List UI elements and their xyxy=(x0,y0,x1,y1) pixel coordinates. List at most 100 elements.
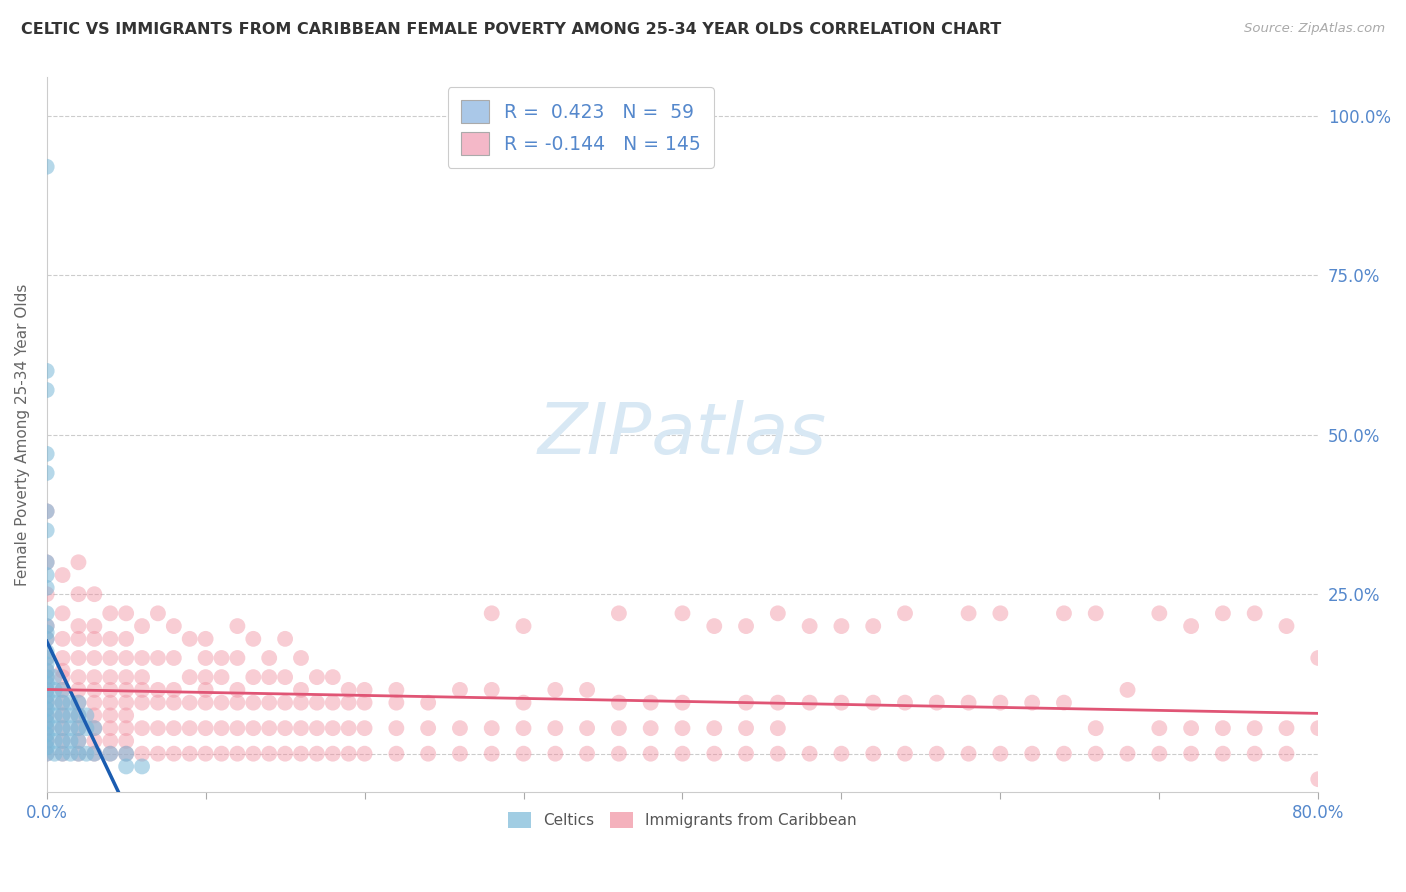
Point xyxy=(35,651,58,665)
Point xyxy=(640,747,662,761)
Point xyxy=(290,747,312,761)
Point xyxy=(115,670,138,684)
Point xyxy=(35,383,58,397)
Point xyxy=(83,708,105,723)
Point xyxy=(98,607,121,621)
Point xyxy=(51,721,73,735)
Point xyxy=(163,619,186,633)
Point xyxy=(1149,607,1171,621)
Point xyxy=(449,747,471,761)
Point xyxy=(766,747,789,761)
Point xyxy=(257,696,280,710)
Point xyxy=(512,696,534,710)
Point xyxy=(990,696,1012,710)
Point xyxy=(305,721,328,735)
Point xyxy=(322,721,344,735)
Point xyxy=(512,721,534,735)
Point xyxy=(1243,747,1265,761)
Point xyxy=(576,721,599,735)
Point xyxy=(607,721,630,735)
Point xyxy=(35,568,58,582)
Point xyxy=(35,664,58,678)
Point xyxy=(98,682,121,697)
Point xyxy=(544,682,567,697)
Point xyxy=(35,721,58,735)
Point xyxy=(131,670,153,684)
Point xyxy=(35,587,58,601)
Point xyxy=(35,721,58,735)
Point xyxy=(35,504,58,518)
Point xyxy=(179,721,201,735)
Point xyxy=(83,587,105,601)
Point xyxy=(115,632,138,646)
Point xyxy=(226,682,249,697)
Point xyxy=(67,708,90,723)
Point xyxy=(131,759,153,773)
Point xyxy=(146,747,169,761)
Point xyxy=(1021,696,1043,710)
Point xyxy=(115,607,138,621)
Point xyxy=(226,619,249,633)
Point xyxy=(59,747,82,761)
Point xyxy=(257,721,280,735)
Point xyxy=(194,696,217,710)
Point xyxy=(35,682,58,697)
Y-axis label: Female Poverty Among 25-34 Year Olds: Female Poverty Among 25-34 Year Olds xyxy=(15,284,30,586)
Point xyxy=(98,670,121,684)
Point xyxy=(115,759,138,773)
Point xyxy=(115,734,138,748)
Point xyxy=(115,747,138,761)
Point xyxy=(163,682,186,697)
Text: ZIPatlas: ZIPatlas xyxy=(538,401,827,469)
Point xyxy=(1084,607,1107,621)
Point xyxy=(957,747,980,761)
Point xyxy=(1275,619,1298,633)
Point xyxy=(51,651,73,665)
Point xyxy=(44,747,66,761)
Point xyxy=(512,747,534,761)
Point xyxy=(67,555,90,569)
Point xyxy=(35,734,58,748)
Point xyxy=(67,696,90,710)
Point xyxy=(35,734,58,748)
Point xyxy=(98,632,121,646)
Point xyxy=(242,632,264,646)
Point xyxy=(1053,696,1076,710)
Point xyxy=(671,747,693,761)
Point xyxy=(242,747,264,761)
Point xyxy=(35,632,58,646)
Point xyxy=(305,670,328,684)
Point xyxy=(576,747,599,761)
Point xyxy=(115,696,138,710)
Text: CELTIC VS IMMIGRANTS FROM CARIBBEAN FEMALE POVERTY AMONG 25-34 YEAR OLDS CORRELA: CELTIC VS IMMIGRANTS FROM CARIBBEAN FEMA… xyxy=(21,22,1001,37)
Point xyxy=(51,747,73,761)
Point xyxy=(1116,682,1139,697)
Point xyxy=(146,651,169,665)
Point xyxy=(799,747,821,761)
Point xyxy=(481,607,503,621)
Point xyxy=(449,721,471,735)
Point xyxy=(51,708,73,723)
Point xyxy=(35,619,58,633)
Point xyxy=(163,747,186,761)
Point xyxy=(1308,651,1330,665)
Point xyxy=(75,747,97,761)
Point xyxy=(179,696,201,710)
Point xyxy=(194,651,217,665)
Point xyxy=(179,747,201,761)
Point xyxy=(290,721,312,735)
Point xyxy=(274,670,297,684)
Point xyxy=(607,607,630,621)
Point xyxy=(385,682,408,697)
Point xyxy=(1275,721,1298,735)
Point xyxy=(115,682,138,697)
Point xyxy=(862,747,884,761)
Point xyxy=(83,747,105,761)
Point xyxy=(242,670,264,684)
Point xyxy=(290,651,312,665)
Point xyxy=(799,696,821,710)
Point xyxy=(83,734,105,748)
Point xyxy=(194,721,217,735)
Point xyxy=(98,747,121,761)
Point xyxy=(67,721,90,735)
